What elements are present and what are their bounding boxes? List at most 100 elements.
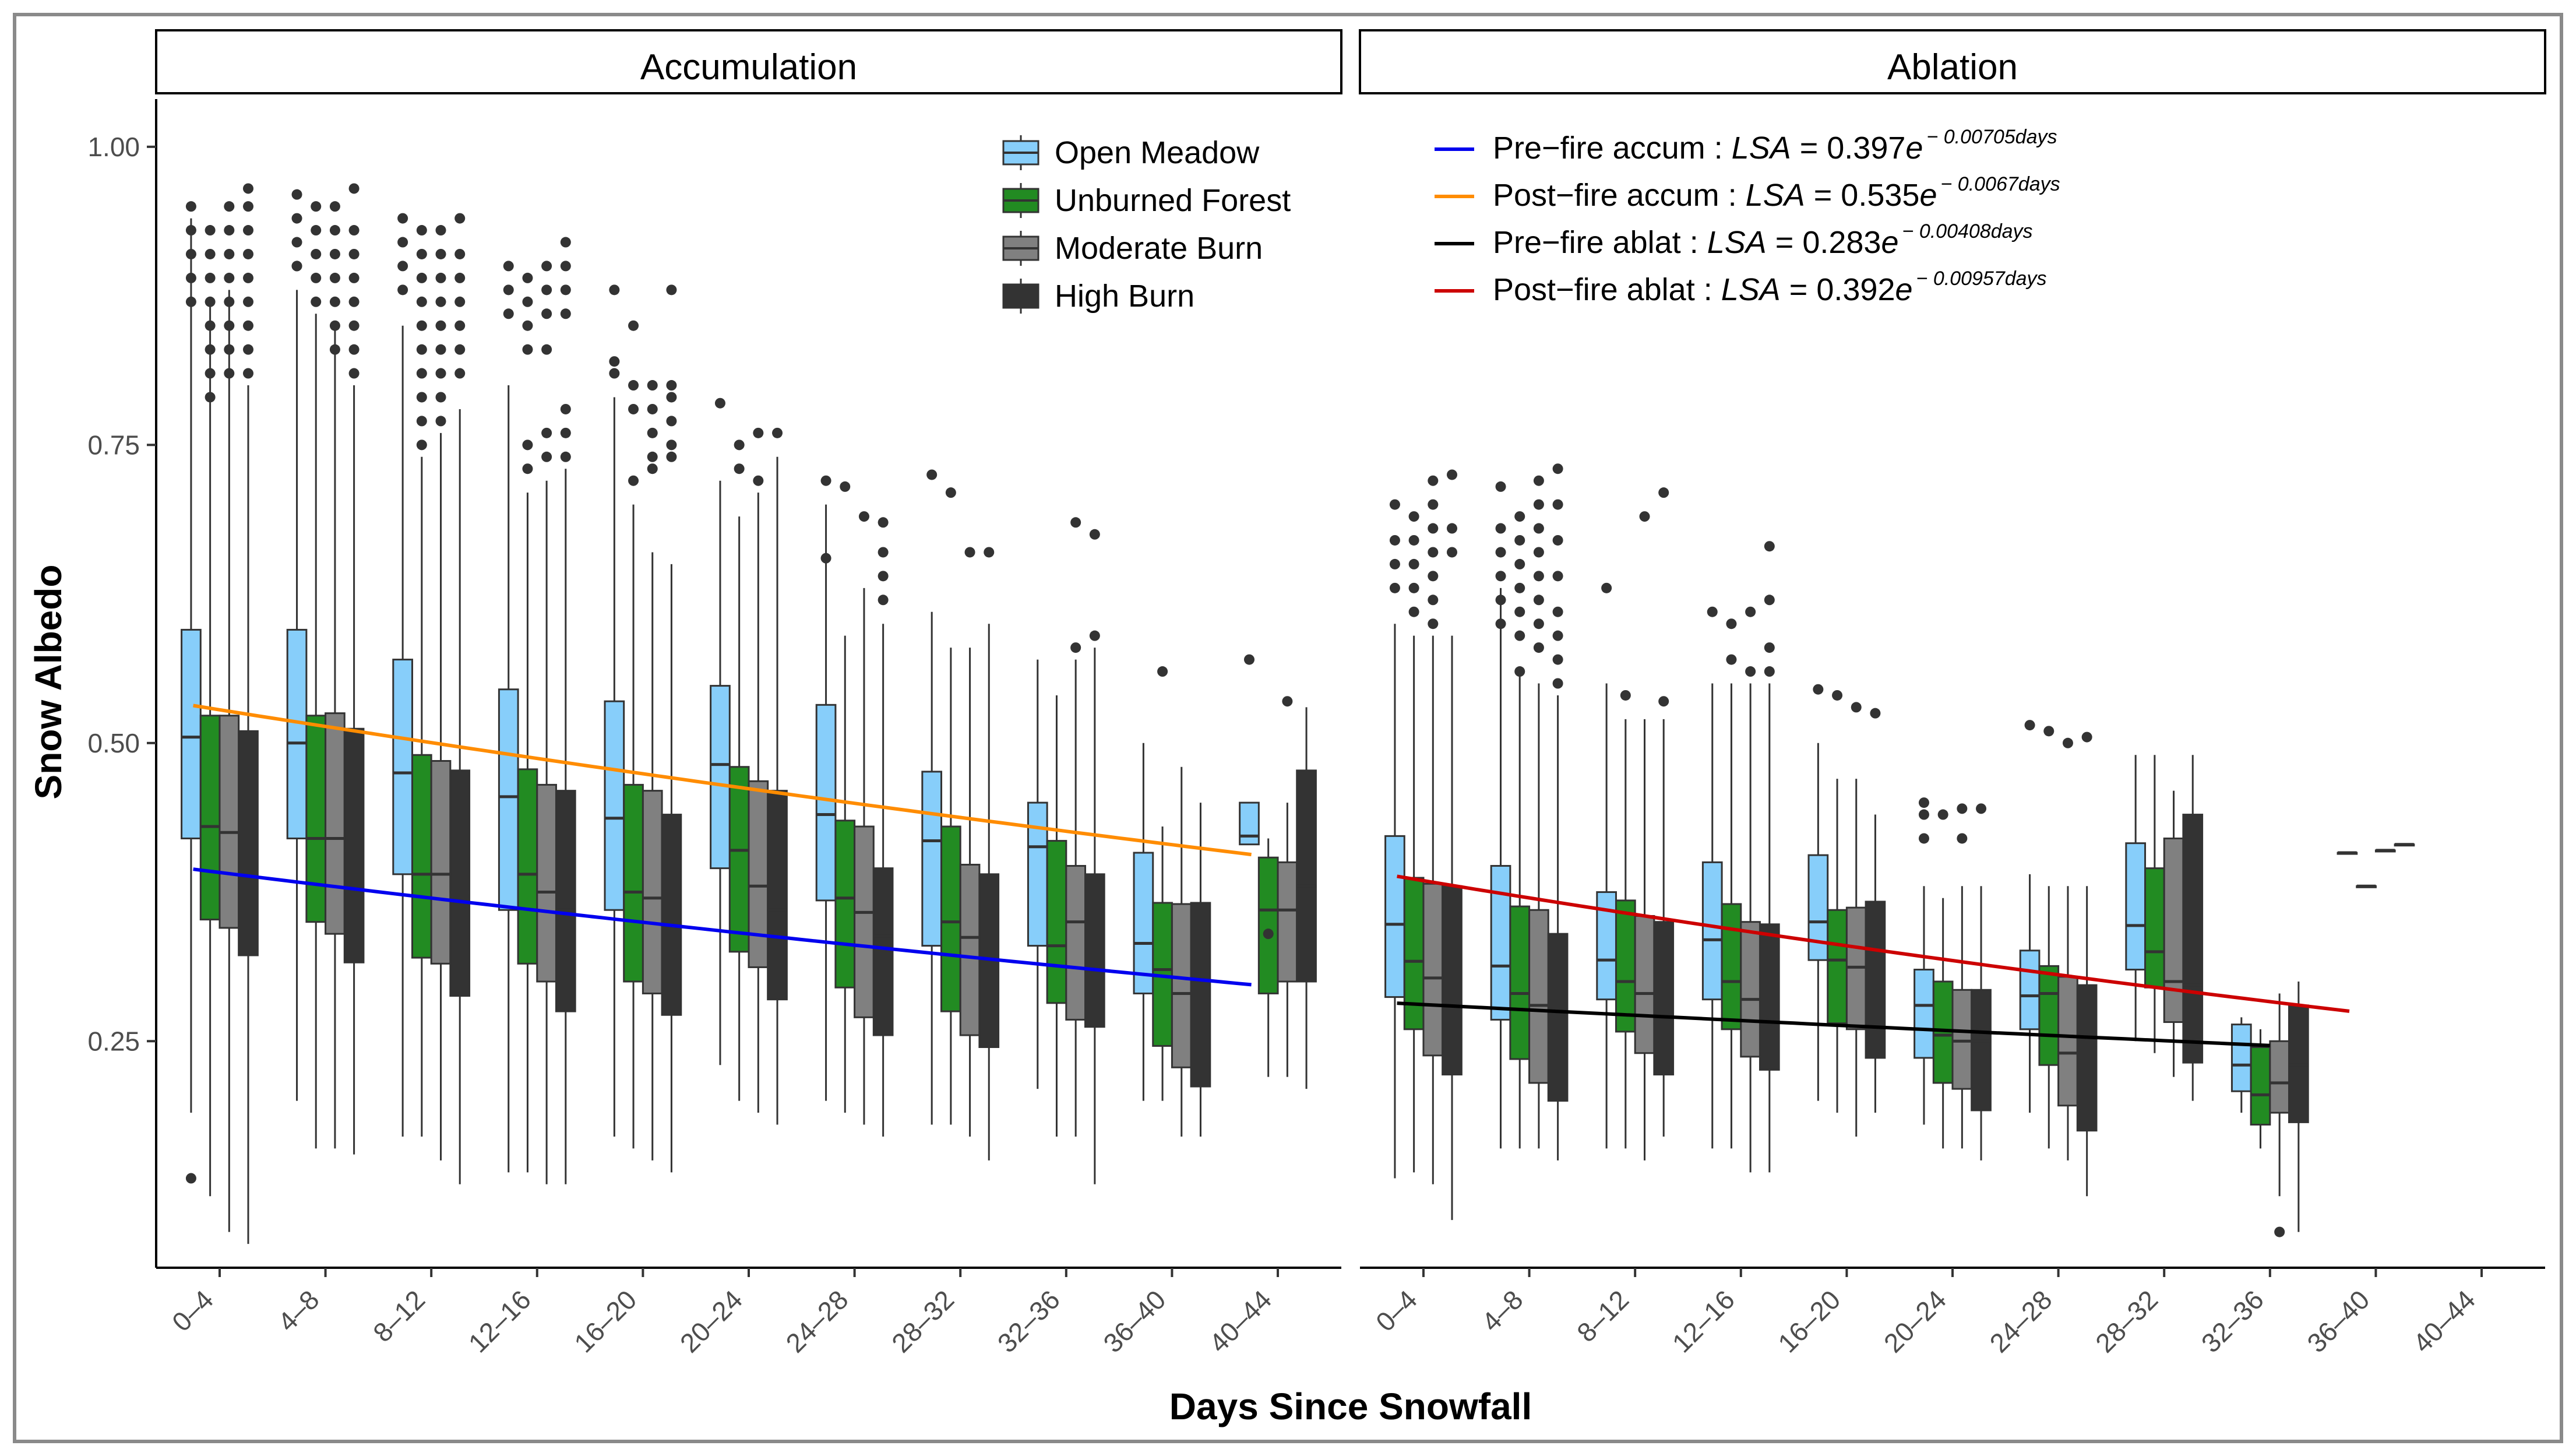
- outlier-point: [1495, 523, 1506, 534]
- outlier-point: [1408, 606, 1419, 617]
- outlier-point: [242, 320, 253, 331]
- box-0-6-2: [854, 511, 875, 1125]
- outlier-point: [2043, 726, 2055, 737]
- outlier-point: [628, 320, 639, 331]
- fit-line: [1397, 874, 2350, 1013]
- box-0-5-3: [767, 427, 788, 1125]
- y-tick-label: 0.25: [87, 1026, 140, 1056]
- outlier-point: [541, 344, 552, 355]
- box-0-8-1: [1046, 695, 1067, 1137]
- outlier-point: [416, 320, 427, 331]
- box-1-1-3: [1547, 463, 1569, 1160]
- outlier-point: [1428, 523, 1439, 534]
- outlier-point: [1446, 523, 1457, 534]
- outlier-point: [964, 547, 975, 558]
- outlier-point: [454, 272, 466, 283]
- box-0-4-0: [604, 284, 625, 1137]
- outlier-point: [647, 427, 658, 438]
- outlier-point: [435, 416, 446, 427]
- outlier-point: [878, 595, 889, 606]
- box-0-2-3: [449, 213, 471, 1184]
- outlier-point: [329, 201, 340, 212]
- outlier-point: [609, 356, 620, 367]
- outlier-point: [1389, 499, 1400, 510]
- outlier-point: [541, 451, 552, 462]
- outlier-point: [1976, 803, 1987, 814]
- outlier-point: [435, 248, 446, 259]
- outlier-point: [205, 344, 216, 355]
- outlier-point: [397, 284, 408, 296]
- outlier-point: [1514, 666, 1525, 677]
- outlier-point: [560, 308, 571, 319]
- outlier-point: [522, 439, 533, 451]
- fit-legend-label: Post−fire ablat : LSA = 0.392e − 0.00957d…: [1493, 268, 2047, 307]
- outlier-point: [522, 320, 533, 331]
- box-body: [430, 759, 452, 965]
- outlier-point: [666, 380, 677, 391]
- box-0-3-2: [536, 261, 557, 1184]
- outlier-point: [1514, 534, 1525, 546]
- box-body: [2144, 867, 2165, 989]
- box-0-6-3: [872, 517, 894, 1137]
- box-body: [815, 704, 837, 902]
- box-1-4-3: [1865, 708, 1886, 1113]
- outlier-point: [1639, 511, 1650, 522]
- outlier-point: [329, 248, 340, 259]
- outlier-point: [1408, 558, 1419, 569]
- outlier-point: [454, 248, 466, 259]
- outlier-point: [329, 225, 340, 236]
- box-body: [555, 790, 576, 1012]
- legend-label: Open Meadow: [1055, 135, 1260, 170]
- box-1-5-2: [1951, 803, 1973, 1149]
- box-1-9-0: [2337, 851, 2358, 855]
- box-body: [872, 867, 894, 1036]
- box-0-1-1: [305, 201, 327, 1149]
- box-0-9-0: [1133, 743, 1154, 1101]
- box-body: [392, 659, 413, 875]
- box-0-3-3: [555, 237, 576, 1184]
- outlier-point: [1552, 606, 1563, 617]
- box-body: [1615, 899, 1636, 1033]
- box-body: [1257, 856, 1279, 994]
- outlier-point: [311, 248, 322, 259]
- outlier-point: [1389, 534, 1400, 546]
- outlier-point: [753, 427, 764, 438]
- box-body: [536, 783, 557, 983]
- box-body: [325, 712, 346, 935]
- box-body: [343, 727, 365, 963]
- outlier-point: [1428, 595, 1439, 606]
- outlier-point: [185, 272, 196, 283]
- outlier-point: [348, 248, 360, 259]
- fit-legend-part: :: [1719, 178, 1746, 213]
- outlier-point: [224, 320, 235, 331]
- outlier-point: [1658, 696, 1669, 707]
- outlier-point: [1428, 571, 1439, 582]
- outlier-point: [329, 296, 340, 307]
- box-0-1-0: [286, 189, 308, 1101]
- outlier-point: [1514, 630, 1525, 641]
- box-body: [1403, 877, 1425, 1031]
- box-body: [959, 863, 981, 1036]
- outlier-point: [1918, 809, 1929, 820]
- outlier-point: [311, 201, 322, 212]
- box-body: [2076, 984, 2098, 1132]
- box-1-6-1: [2038, 726, 2060, 1149]
- outlier-point: [1957, 803, 1968, 814]
- outlier-point: [840, 481, 851, 492]
- outlier-point: [1745, 666, 1756, 677]
- outlier-point: [416, 296, 427, 307]
- outlier-point: [1745, 606, 1756, 617]
- outlier-point: [1918, 833, 1929, 844]
- outlier-point: [348, 296, 360, 307]
- box-0-9-2: [1171, 766, 1192, 1137]
- outlier-point: [454, 368, 466, 379]
- strip-accumulation: [155, 29, 1342, 94]
- outlier-point: [1764, 642, 1775, 653]
- outlier-point: [1495, 481, 1506, 492]
- box-body: [219, 715, 240, 929]
- box-body: [286, 628, 308, 839]
- fit-legend-label: Pre−fire accum : LSA = 0.397e − 0.00705da…: [1493, 126, 2057, 166]
- strip-ablation: [1359, 29, 2546, 94]
- fit-legend-part: e: [1881, 225, 1898, 260]
